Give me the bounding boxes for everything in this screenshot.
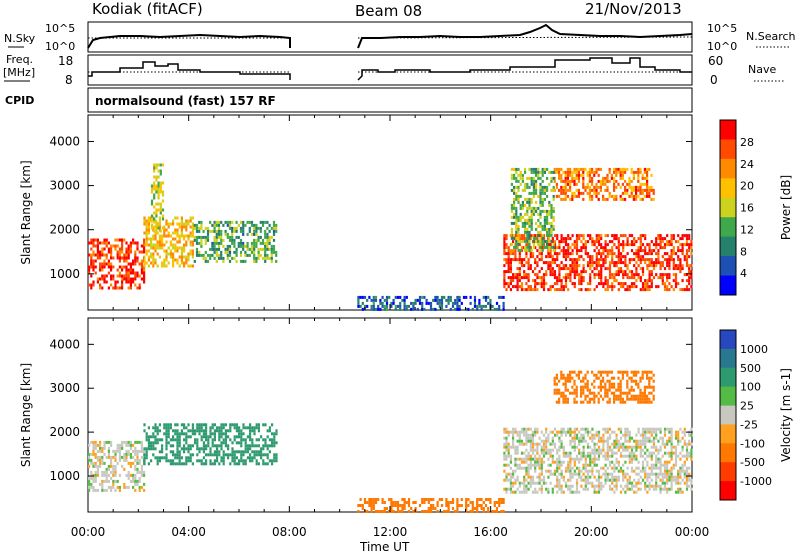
velocity-echo-region <box>553 370 655 404</box>
velocity-y-tick-label: 1000 <box>49 469 80 483</box>
power-y-tick-label: 2000 <box>49 223 80 237</box>
velocity-y-tick-label: 3000 <box>49 381 80 395</box>
date-title: 21/Nov/2013 <box>585 0 682 18</box>
freq-panel: Freq. [MHz] 18 8 60 0 Nave <box>3 53 784 87</box>
power-echo-region <box>553 167 655 201</box>
velocity-colorbar-segment <box>720 330 736 350</box>
freq-tick-bottom: 8 <box>65 73 73 87</box>
power-echo-region <box>88 238 146 290</box>
freq-label-1: Freq. <box>6 53 33 66</box>
velocity-colorbar-tick: -25 <box>740 418 758 431</box>
velocity-echo-region <box>357 498 505 513</box>
power-plot-area <box>87 114 693 311</box>
nsearch-tick-bottom: 10^0 <box>707 40 737 53</box>
power-colorbar-segment <box>720 158 736 179</box>
freq-label-2: [MHz] <box>3 66 35 79</box>
power-colorbar-tick: 28 <box>740 136 754 149</box>
velocity-colorbar-segment <box>720 481 736 501</box>
power-y-tick-label: 1000 <box>49 267 80 281</box>
power-heatmap-panel: 1000 2000 3000 4000 Slant Range [km] 28 24 20 16… <box>19 114 793 311</box>
power-colorbar-segment <box>720 256 736 277</box>
power-echo-region <box>510 167 555 252</box>
power-colorbar-segment <box>720 275 736 296</box>
nsky-tick-bottom: 10^0 <box>45 40 75 53</box>
velocity-colorbar-tick: -100 <box>740 437 765 450</box>
velocity-colorbar-segment <box>720 386 736 407</box>
cpid-label: CPID <box>5 94 34 107</box>
velocity-colorbar-tick: 100 <box>740 381 761 394</box>
power-colorbar-segment <box>720 178 736 199</box>
power-colorbar-segment <box>720 120 736 140</box>
cpid-text: normalsound (fast) 157 RF <box>95 94 276 108</box>
velocity-colorbar-tick: -1000 <box>740 475 772 488</box>
power-colorbar-segment <box>720 217 736 238</box>
power-colorbar-tick: 16 <box>740 202 754 215</box>
power-y-tick-label: 3000 <box>49 179 80 193</box>
power-colorbar-tick: 12 <box>740 223 754 236</box>
power-echo-region <box>193 220 278 263</box>
velocity-colorbar-label: Velocity [m s-1] <box>779 368 793 462</box>
freq-line <box>88 61 291 80</box>
velocity-echo-region <box>143 423 278 466</box>
x-tick-label: 00:00 <box>71 525 106 539</box>
x-tick-label: 04:00 <box>171 525 206 539</box>
velocity-colorbar-segment <box>720 405 736 425</box>
x-tick-label: 12:00 <box>373 525 408 539</box>
power-y-axis-label: Slant Range [km] <box>19 160 33 264</box>
x-tick-label: 08:00 <box>272 525 307 539</box>
velocity-colorbar-tick: 25 <box>740 400 754 413</box>
velocity-heatmap-panel: 1000 2000 3000 4000 Slant Range [km] 1000 500 1… <box>19 317 793 513</box>
nsearch-label: N.Search <box>746 30 796 43</box>
power-echo-region <box>150 163 165 233</box>
x-tick-label: 00:00 <box>675 525 710 539</box>
velocity-colorbar-segment <box>720 462 736 482</box>
nave-label: Nave <box>748 63 776 76</box>
nave-tick-top: 60 <box>708 54 723 68</box>
velocity-y-tick-label: 4000 <box>49 337 80 351</box>
power-echo-region <box>357 295 505 311</box>
nsky-label: N.Sky <box>4 32 36 45</box>
velocity-y-axis-label: Slant Range [km] <box>19 363 33 467</box>
station-title: Kodiak (fitACF) <box>92 0 203 18</box>
beam-title: Beam 08 <box>355 2 422 20</box>
power-colorbar-tick: 24 <box>740 158 754 171</box>
nsky-tick-top: 10^5 <box>45 22 75 35</box>
velocity-colorbar-tick: 500 <box>740 362 761 375</box>
power-y-tick-label: 4000 <box>49 134 80 148</box>
time-axis: 00:00 04:00 08:00 12:00 16:00 20:00 00:00 <box>71 525 710 539</box>
power-colorbar-tick: 8 <box>740 245 747 258</box>
power-colorbar-segment <box>720 236 736 257</box>
nave-tick-bottom: 0 <box>710 73 718 87</box>
power-colorbar-segment <box>720 197 736 218</box>
x-tick-label: 20:00 <box>574 525 609 539</box>
nsearch-tick-top: 10^5 <box>707 22 737 35</box>
velocity-colorbar-segment <box>720 348 736 369</box>
freq-line-late <box>357 57 692 81</box>
velocity-echo-region <box>503 427 693 494</box>
power-colorbar-segment <box>720 139 736 160</box>
power-colorbar-label: Power [dB] <box>779 175 793 240</box>
nsky-line <box>87 33 291 49</box>
velocity-y-tick-label: 2000 <box>49 425 80 439</box>
freq-tick-top: 18 <box>58 54 73 68</box>
x-axis-title: Time UT <box>359 540 410 554</box>
power-colorbar-tick: 4 <box>740 267 747 280</box>
velocity-colorbar-segment <box>720 367 736 388</box>
velocity-colorbar-tick: -500 <box>740 456 765 469</box>
velocity-echo-region <box>88 440 146 492</box>
nsky-line-late <box>357 23 693 49</box>
velocity-colorbar-segment <box>720 424 736 444</box>
noise-panel: N.Sky 10^5 10^0 10^5 10^0 N.Search <box>4 21 796 53</box>
velocity-colorbar-segment <box>720 443 736 463</box>
power-colorbar-tick: 20 <box>740 180 754 193</box>
x-tick-label: 16:00 <box>473 525 508 539</box>
velocity-colorbar-tick: 1000 <box>740 343 768 356</box>
